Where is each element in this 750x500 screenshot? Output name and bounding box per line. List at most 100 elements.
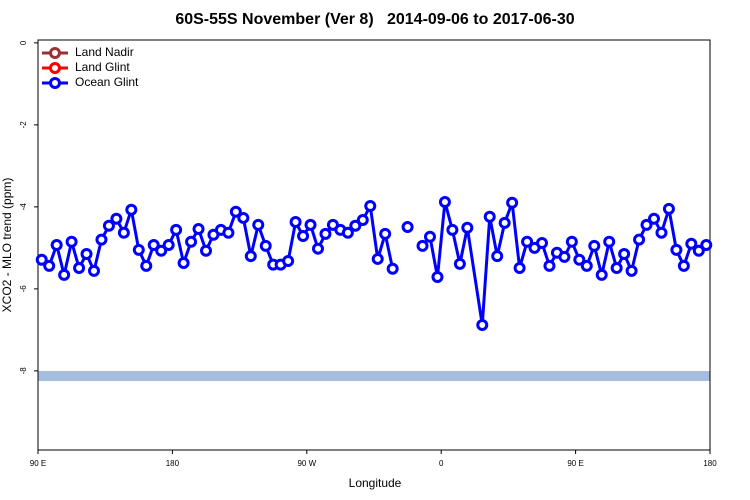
data-point (565, 235, 578, 248)
data-point (424, 230, 436, 243)
data-point (244, 250, 257, 263)
data-point (498, 216, 511, 229)
data-point (386, 262, 399, 275)
data-point (110, 212, 123, 225)
data-point (58, 268, 71, 281)
data-point (155, 244, 168, 257)
data-point (580, 259, 593, 272)
data-point (88, 264, 100, 277)
data-point (229, 205, 242, 218)
y-tick-label: -2 (19, 121, 28, 129)
data-point (438, 195, 451, 208)
data-point (73, 261, 86, 274)
data-point (483, 210, 496, 223)
x-tick-label: 90 W (297, 459, 316, 468)
data-point (177, 257, 190, 270)
data-point (610, 261, 623, 274)
y-tick-label: -6 (19, 285, 28, 293)
data-point (147, 239, 160, 251)
data-point (95, 233, 108, 246)
data-point (356, 213, 369, 226)
data-point (588, 239, 601, 252)
coverage-band (38, 371, 710, 381)
legend-marker (49, 77, 61, 89)
data-point (117, 226, 130, 239)
legend-marker (49, 62, 61, 74)
data-point (618, 248, 631, 261)
data-point (476, 318, 489, 331)
data-point (162, 239, 175, 251)
y-axis-label: XCO2 - MLO trend (ppm) (0, 178, 14, 313)
data-point (648, 212, 660, 225)
data-point (80, 248, 93, 261)
data-point (252, 218, 265, 231)
data-point (379, 227, 392, 240)
data-point (312, 242, 324, 255)
data-point (319, 227, 332, 240)
data-point (401, 220, 414, 233)
data-point (304, 218, 317, 231)
data-point (43, 259, 56, 272)
x-tick-label: 180 (703, 459, 717, 468)
x-tick-label: 180 (166, 459, 180, 468)
data-point (461, 221, 474, 234)
data-point (65, 235, 78, 248)
data-point (140, 259, 153, 272)
legend-label: Ocean Glint (75, 75, 139, 89)
y-tick-label: -4 (19, 203, 28, 211)
data-point (237, 211, 250, 224)
data-point (125, 203, 138, 216)
data-point (491, 250, 504, 263)
chart-title: 60S-55S November (Ver 8) 2014-09-06 to 2… (175, 11, 574, 28)
data-point (289, 216, 302, 229)
data-point (543, 259, 556, 272)
data-point (35, 253, 48, 266)
legend-label: Land Nadir (75, 45, 134, 59)
x-tick-label: 90 E (567, 459, 583, 468)
data-point (341, 226, 354, 239)
y-tick-label: -8 (19, 367, 28, 375)
data-point (282, 254, 295, 267)
data-point (132, 243, 145, 256)
data-point (222, 226, 235, 239)
legend-label: Land Glint (75, 60, 130, 74)
data-point (655, 226, 668, 239)
data-point (170, 223, 183, 236)
data-point (603, 235, 616, 248)
data-point (200, 244, 212, 257)
data-point (102, 219, 115, 232)
legend-marker (49, 47, 61, 59)
data-point (371, 252, 384, 265)
x-tick-label: 0 (439, 459, 444, 468)
y-tick-label: 0 (19, 40, 28, 45)
data-point (192, 223, 205, 236)
data-point (185, 235, 198, 248)
data-point (633, 233, 646, 246)
data-point (50, 239, 63, 251)
data-point (431, 270, 444, 283)
data-point (670, 243, 683, 256)
data-point (364, 200, 377, 213)
data-point (692, 244, 705, 257)
data-point (297, 229, 310, 242)
data-point (677, 259, 690, 272)
x-axis-label: Longitude (349, 476, 402, 490)
data-point (640, 218, 653, 231)
data-point (625, 264, 638, 277)
data-point (506, 196, 519, 209)
x-tick-label: 90 E (30, 459, 46, 468)
data-point (453, 257, 466, 270)
data-point (573, 253, 586, 266)
data-point (513, 261, 526, 274)
data-point (595, 268, 608, 281)
data-point (536, 236, 548, 249)
data-point (700, 239, 713, 251)
data-point (685, 237, 698, 250)
data-point (349, 219, 362, 232)
data-point (446, 223, 459, 236)
data-point (259, 239, 272, 252)
data-point (558, 250, 571, 263)
data-point (521, 235, 534, 248)
data-point (416, 239, 429, 252)
